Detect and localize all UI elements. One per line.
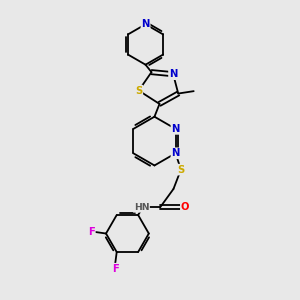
- Text: S: S: [177, 165, 184, 175]
- Text: F: F: [88, 227, 95, 237]
- Text: N: N: [171, 148, 180, 158]
- Text: HN: HN: [134, 203, 149, 212]
- Text: N: N: [169, 69, 177, 79]
- Text: N: N: [141, 19, 150, 29]
- Text: N: N: [171, 124, 180, 134]
- Text: F: F: [112, 264, 119, 274]
- Text: O: O: [181, 202, 189, 212]
- Text: S: S: [135, 85, 142, 96]
